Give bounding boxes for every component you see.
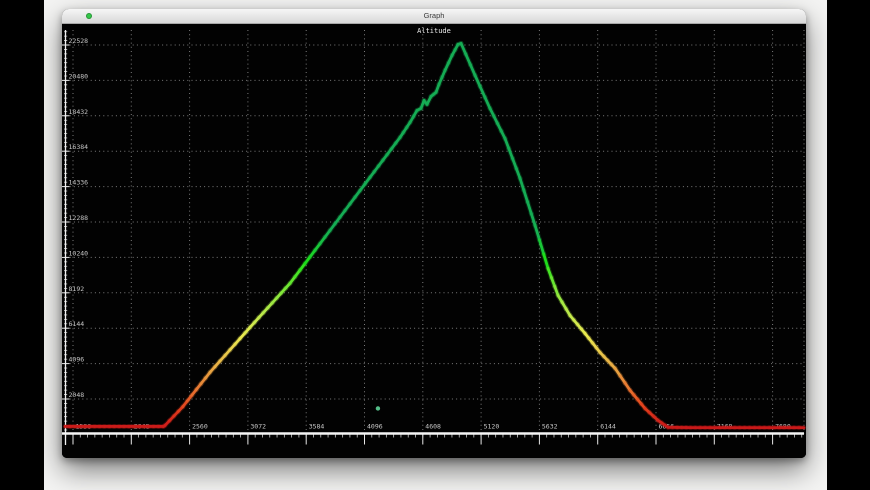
x-tick-label: 4096: [367, 423, 383, 431]
altitude-chart: 2048 4096 6144 8192 10240 12288 14336 16384 1843…: [62, 24, 806, 458]
x-tick-label: 3072: [250, 423, 266, 431]
altitude-line-segment: [537, 238, 546, 256]
chart-area: 2048 4096 6144 8192 10240 12288 14336 16384 1843…: [62, 24, 806, 458]
altitude-line-segment: [533, 224, 541, 242]
altitude-line-segment: [496, 122, 503, 133]
y-tick-label: 4096: [69, 356, 85, 364]
y-tick-label: 10240: [69, 249, 89, 257]
altitude-line-segment: [503, 137, 511, 150]
altitude-line-segment: [488, 107, 496, 118]
window-titlebar[interactable]: Graph: [62, 9, 806, 24]
altitude-line-segment: [473, 73, 482, 88]
altitude-line-segment: [549, 276, 557, 288]
y-tick-label: 14336: [69, 179, 89, 187]
altitude-line-segment: [464, 52, 472, 67]
altitude-line-segment: [623, 381, 632, 392]
altitude-line-segment: [425, 95, 433, 106]
chart-title: Altitude: [417, 27, 451, 35]
x-tick-label: 3584: [309, 423, 325, 431]
altitude-line-segment: [518, 177, 526, 192]
x-tick-label: 4608: [425, 423, 441, 431]
altitude-line-segment: [613, 366, 622, 378]
altitude-line-segment: [468, 63, 477, 77]
altitude-line-segment: [507, 147, 514, 160]
y-tick-label: 18432: [69, 108, 89, 116]
altitude-line-segment: [499, 129, 507, 140]
altitude-line-segment: [478, 84, 487, 99]
y-tick-label: 2048: [69, 391, 85, 399]
desktop-background: Graph 2048 4096 6144 8192 10240 12288 14336 163…: [44, 0, 827, 490]
x-tick-label: 2560: [192, 423, 208, 431]
altitude-line-segment: [553, 285, 560, 297]
altitude-line-segment: [546, 267, 553, 279]
data-point-marker: [375, 406, 381, 411]
x-tick-label: 6144: [600, 423, 616, 431]
altitude-line-segment: [434, 82, 441, 94]
altitude-line-segment: [492, 114, 499, 125]
altitude-line-segment: [526, 200, 533, 216]
y-tick-label: 20480: [69, 72, 89, 80]
x-tick-label: 5632: [542, 423, 558, 431]
altitude-line-segment: [511, 157, 518, 170]
graph-window: Graph 2048 4096 6144 8192 10240 12288 14336 163…: [62, 9, 806, 458]
x-tick-label: 5120: [484, 423, 500, 431]
window-control-green-icon[interactable]: [86, 13, 92, 19]
altitude-line-segment: [618, 374, 627, 385]
altitude-line-segment: [459, 42, 468, 56]
y-tick-label: 6144: [69, 320, 85, 328]
window-title: Graph: [423, 11, 445, 20]
altitude-line-segment: [483, 95, 492, 110]
y-tick-label: 8192: [69, 285, 85, 293]
altitude-line-segment: [522, 188, 529, 204]
altitude-line-segment: [529, 212, 537, 227]
altitude-line-segment: [514, 167, 522, 180]
altitude-line-segment: [542, 252, 550, 270]
y-tick-label: 16384: [69, 143, 89, 151]
y-tick-label: 12288: [69, 214, 89, 222]
y-tick-label: 22528: [69, 37, 89, 45]
